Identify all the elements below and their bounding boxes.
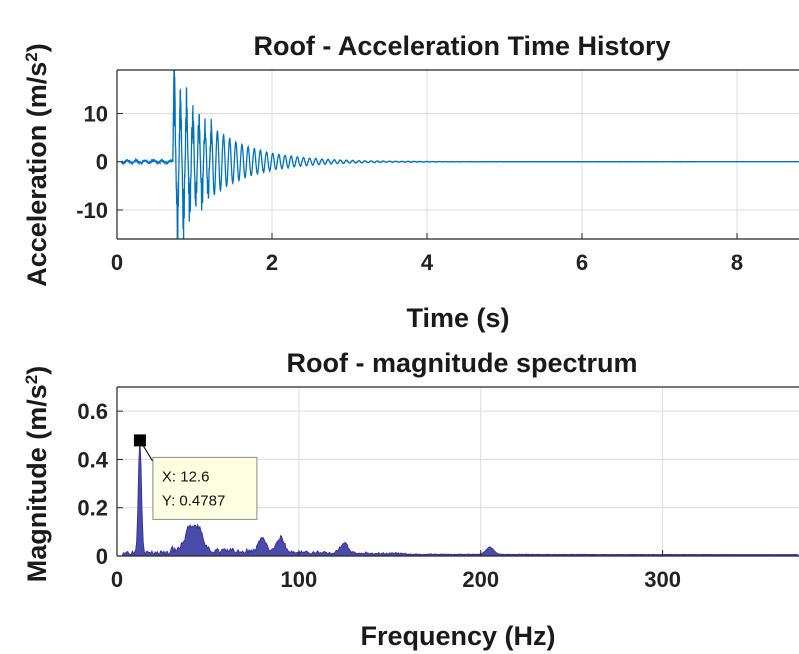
magnitude-spectrum-x-tick-label: 100 <box>281 567 318 592</box>
magnitude-spectrum-x-ticks: 0 100 200 300 <box>111 567 681 592</box>
time-history-x-tick-label: 2 <box>266 250 278 275</box>
time-history-title: Roof - Acceleration Time History <box>253 31 670 61</box>
datatip-y-value: Y: 0.4787 <box>162 492 225 509</box>
datatip-x-value: X: 12.6 <box>162 468 210 485</box>
time-history-x-tick-label: 6 <box>576 250 588 275</box>
time-history-x-tick-label: 0 <box>111 250 123 275</box>
time-history-y-tick-label: 0 <box>96 150 108 175</box>
magnitude-spectrum-y-tick-label: 0 <box>96 544 108 569</box>
time-history-chart: Roof - Acceleration Time History 0 2 4 6 8 -… <box>22 31 799 333</box>
magnitude-spectrum-x-tick-label: 300 <box>644 567 681 592</box>
time-history-axes <box>116 69 799 240</box>
datatip-marker[interactable] <box>133 434 146 447</box>
magnitude-spectrum-y-tick-label: 0.4 <box>77 447 108 472</box>
time-history-line <box>121 69 799 240</box>
magnitude-spectrum-area <box>122 438 799 557</box>
magnitude-spectrum-y-tick-label: 0.2 <box>77 496 108 521</box>
time-history-y-ticks: -10 0 10 <box>76 101 108 223</box>
magnitude-spectrum-x-label: Frequency (Hz) <box>360 621 555 651</box>
magnitude-spectrum-x-tick-label: 0 <box>111 567 123 592</box>
magnitude-spectrum-series <box>122 438 799 557</box>
time-history-y-tick-label: -10 <box>76 198 108 223</box>
magnitude-spectrum-y-tick-label: 0.6 <box>77 399 108 424</box>
magnitude-spectrum-y-ticks: 0 0.2 0.4 0.6 <box>77 399 108 569</box>
time-history-series <box>121 69 799 240</box>
datatip[interactable]: X: 12.6 Y: 0.4787 <box>133 434 258 520</box>
magnitude-spectrum-title: Roof - magnitude spectrum <box>286 348 637 378</box>
time-history-y-tick-label: 10 <box>84 101 108 126</box>
magnitude-spectrum-x-tick-label: 200 <box>462 567 499 592</box>
time-history-y-label: Acceleration (m/s2) <box>22 43 53 287</box>
time-history-x-tick-label: 4 <box>421 250 434 275</box>
magnitude-spectrum-axes <box>116 386 799 557</box>
datatip-box <box>152 456 258 520</box>
time-history-x-ticks: 0 2 4 6 8 <box>111 250 743 275</box>
time-history-x-tick-label: 8 <box>731 250 743 275</box>
time-history-x-label: Time (s) <box>406 303 509 333</box>
magnitude-spectrum-chart: Roof - magnitude spectrum 0 100 200 300 0 0.… <box>22 348 799 651</box>
magnitude-spectrum-y-label: Magnitude (m/s2) <box>22 366 53 582</box>
